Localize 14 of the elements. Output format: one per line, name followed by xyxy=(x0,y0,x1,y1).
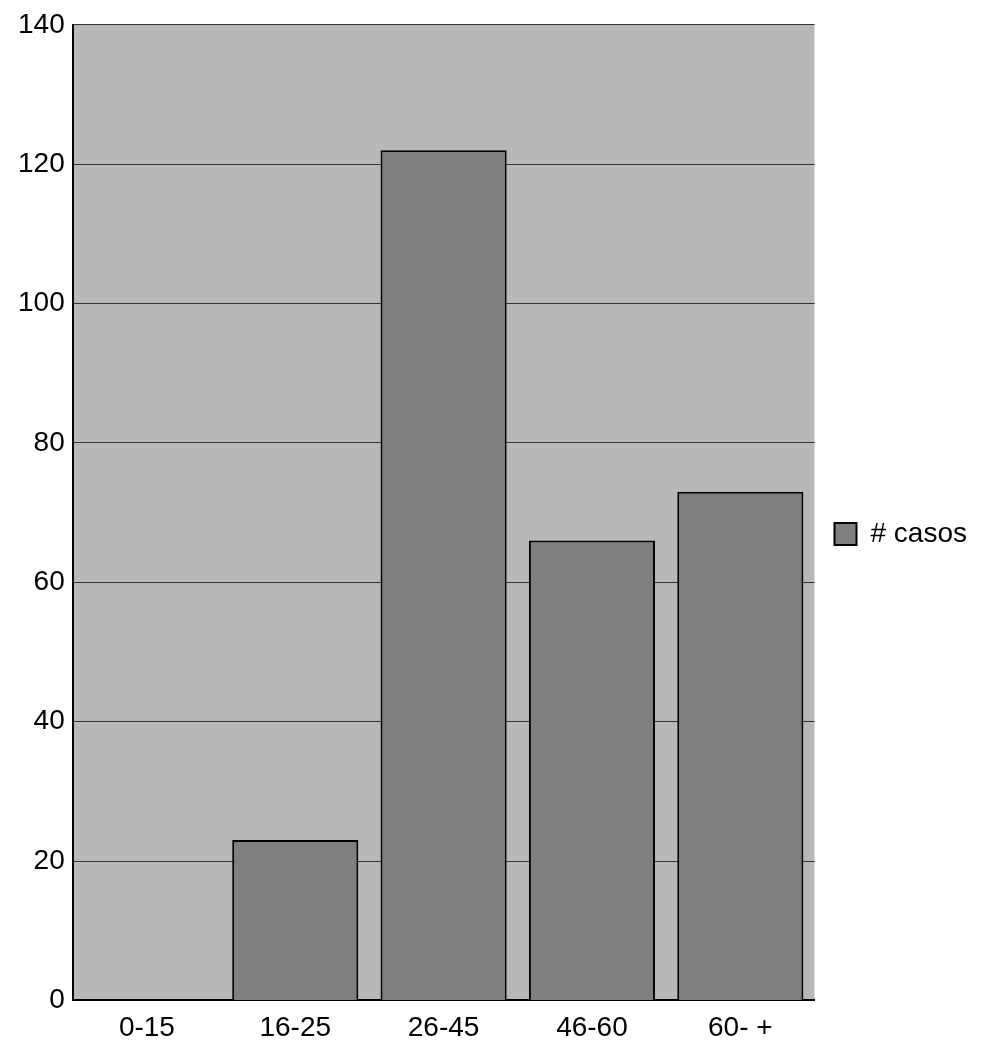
x-tick-label: 60- + xyxy=(708,1010,773,1042)
y-tick-label: 40 xyxy=(33,704,65,736)
y-tick-label: 100 xyxy=(18,286,65,318)
y-tick-label: 120 xyxy=(18,146,65,178)
legend-label: # casos xyxy=(870,516,967,548)
x-tick-label: 16-25 xyxy=(259,1010,332,1042)
y-tick-label: 20 xyxy=(33,843,65,875)
y-tick-label: 60 xyxy=(33,565,65,596)
y-tick-label: 80 xyxy=(33,425,65,457)
y-tick-label: 0 xyxy=(49,983,65,1015)
x-tick-label: 0-15 xyxy=(118,1010,175,1042)
y-tick-label: 140 xyxy=(18,7,65,39)
x-tick-label: 46-60 xyxy=(556,1010,628,1042)
x-tick-label: 26-45 xyxy=(407,1010,480,1042)
